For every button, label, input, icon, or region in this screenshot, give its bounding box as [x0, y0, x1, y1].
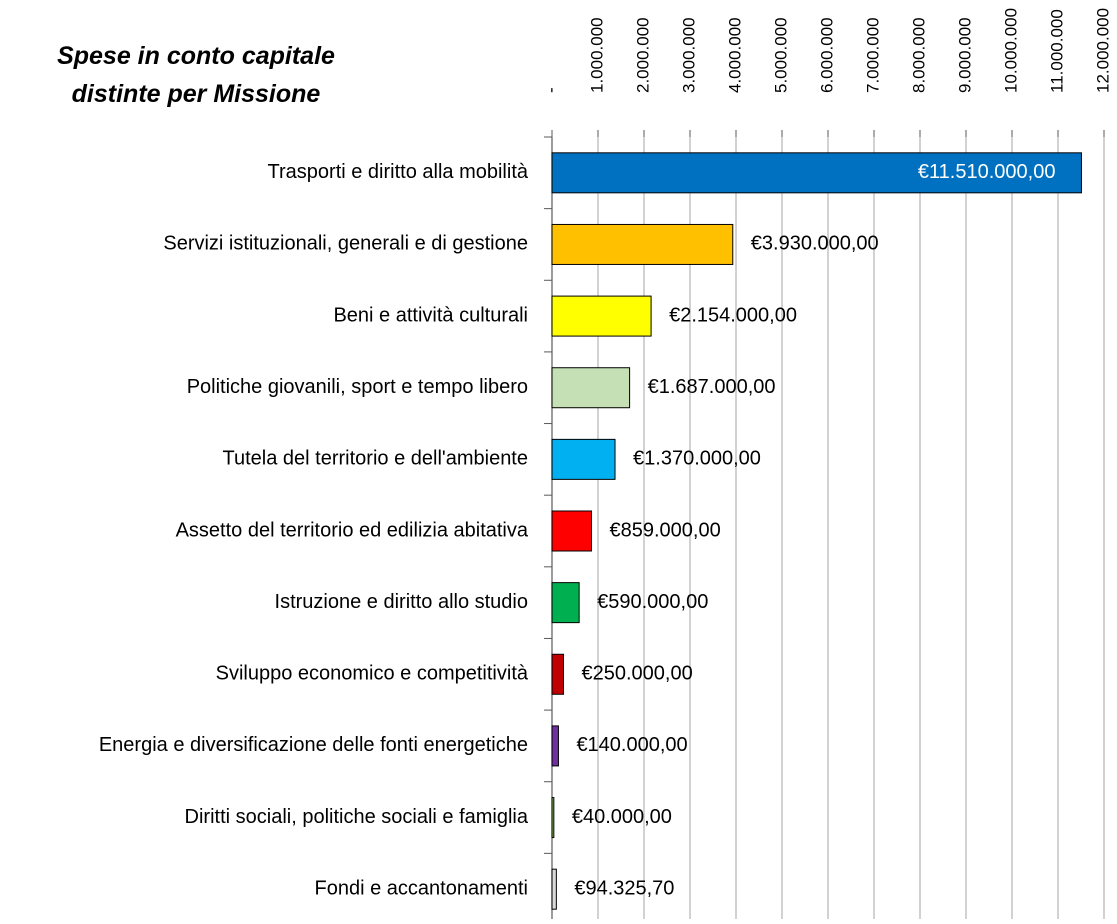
y-tick-label: Beni e attività culturali — [333, 304, 528, 326]
bar — [551, 725, 559, 767]
bar — [551, 223, 734, 265]
y-tick-label: Servizi istituzionali, generali e di ges… — [163, 233, 528, 255]
value-label: €1.370.000,00 — [633, 448, 761, 470]
bar — [551, 152, 1082, 194]
x-tick-label: 8.000.000 — [909, 17, 928, 93]
value-label: €590.000,00 — [597, 591, 708, 613]
bar — [551, 653, 564, 695]
value-label: €2.154.000,00 — [669, 304, 797, 326]
x-tick-label: 2.000.000 — [633, 17, 652, 93]
x-tick-label: 12.000.000 — [1093, 8, 1112, 93]
y-tick-label: Diritti sociali, politiche sociali e fam… — [185, 806, 529, 828]
y-tick-label: Fondi e accantonamenti — [315, 877, 528, 899]
value-label: €140.000,00 — [576, 734, 687, 756]
value-label: €11.510.000,00 — [918, 161, 1056, 183]
value-label: €1.687.000,00 — [648, 376, 776, 398]
y-tick-label: Tutela del territorio e dell'ambiente — [223, 448, 528, 470]
x-tick-label: 7.000.000 — [863, 17, 882, 93]
value-label: €94.325,70 — [574, 877, 674, 899]
bar — [551, 295, 652, 337]
value-label: €250.000,00 — [582, 663, 693, 685]
chart-title: distinte per Missione — [72, 80, 321, 108]
chart-title: Spese in conto capitale — [57, 42, 335, 70]
bar — [551, 582, 580, 624]
x-tick-label: - — [541, 87, 560, 93]
value-label: €859.000,00 — [610, 519, 721, 541]
bar — [551, 868, 557, 910]
x-tick-label: 1.000.000 — [587, 17, 606, 93]
y-tick-label: Energia e diversificazione delle fonti e… — [99, 734, 528, 756]
y-tick-label: Sviluppo economico e competitività — [216, 663, 529, 685]
y-tick-label: Assetto del territorio ed edilizia abita… — [176, 519, 529, 541]
bar — [551, 367, 631, 409]
bar — [551, 438, 616, 480]
value-label: €3.930.000,00 — [751, 233, 879, 255]
y-tick-label: Politiche giovanili, sport e tempo liber… — [187, 376, 528, 398]
x-tick-label: 11.000.000 — [1047, 9, 1066, 93]
x-tick-label: 9.000.000 — [955, 17, 974, 93]
x-tick-label: 10.000.000 — [1001, 8, 1020, 93]
bar — [551, 797, 555, 839]
y-tick-label: Trasporti e diritto alla mobilità — [268, 161, 529, 183]
x-tick-label: 4.000.000 — [725, 17, 744, 93]
bar — [551, 510, 593, 552]
y-tick-label: Istruzione e diritto allo studio — [275, 591, 528, 613]
x-tick-label: 6.000.000 — [817, 17, 836, 93]
x-tick-label: 5.000.000 — [771, 17, 790, 93]
x-tick-label: 3.000.000 — [679, 17, 698, 93]
value-label: €40.000,00 — [572, 806, 672, 828]
